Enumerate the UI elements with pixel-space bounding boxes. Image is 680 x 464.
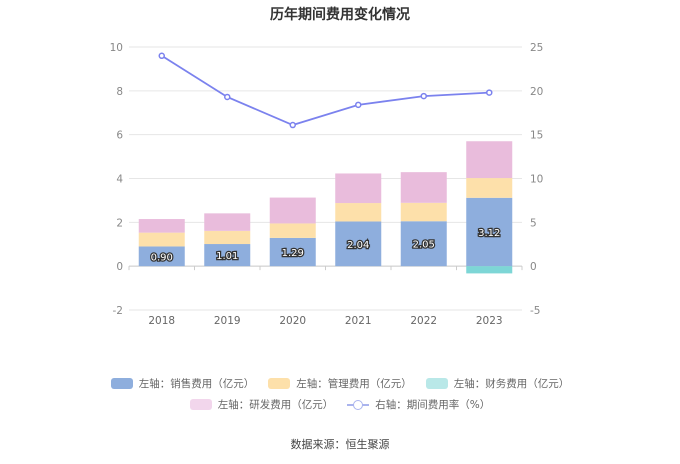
legend-label-finance: 左轴：财务费用（亿元） [453,378,570,390]
rate-point [289,121,296,129]
bar-rnd [400,172,447,203]
y-right-tick-label: 0 [530,261,537,273]
bar-admin [466,178,513,198]
legend-swatch-rnd [189,399,212,410]
legend-item-rnd[interactable]: 左轴：研发费用（亿元） [189,397,334,412]
data-label-sales: 1.01 [216,251,238,262]
y-left-tick-label: 2 [116,217,123,229]
legend-row-1: 左轴：销售费用（亿元） 左轴：管理费用（亿元） 左轴：财务费用（亿元） [0,376,680,391]
x-tick-label: 2023 [476,315,503,327]
bar-rnd [335,173,382,204]
legend-swatch-admin [268,378,291,389]
legend-item-sales[interactable]: 左轴：销售费用（亿元） [110,376,255,391]
legend-item-admin[interactable]: 左轴：管理费用（亿元） [268,376,412,391]
x-tick-label: 2021 [345,315,372,327]
rate-point [224,93,231,101]
y-left-tick-label: 8 [116,86,123,98]
x-tick-label: 2018 [148,315,175,327]
bar-rnd [138,219,185,233]
y-left-tick-label: 10 [110,42,123,54]
y-right-tick-label: -5 [530,305,540,317]
bar-admin [269,223,316,238]
bar-sales [269,237,316,267]
legend-label-rate: 右轴：期间费用率（%） [375,399,491,411]
bar-admin [138,232,185,247]
bar-rnd [269,197,316,224]
bar-rnd [466,141,513,179]
bar-sales [204,244,251,267]
x-tick-label: 2019 [214,315,241,327]
y-left-tick-label: 6 [116,130,123,142]
rate-point [486,89,493,96]
chart-title: 历年期间费用变化情况 [270,7,410,23]
bar-finance [466,266,513,274]
y-left-tick-label: 0 [116,261,123,273]
legend-item-finance[interactable]: 左轴：财务费用（亿元） [425,376,570,391]
legend-label-admin: 左轴：管理费用（亿元） [296,378,412,390]
legend-label-sales: 左轴：销售费用（亿元） [138,378,255,390]
legend-swatch-sales [110,378,133,389]
bar-sales [138,246,185,267]
y-right-tick-label: 25 [530,42,543,54]
rate-point [158,52,165,60]
data-label-sales: 2.04 [347,240,369,251]
bar-sales [335,221,382,267]
bar-admin [335,203,382,222]
bar-sales [400,221,447,267]
bar-rnd [204,213,251,231]
data-label-sales: 0.90 [151,252,173,263]
data-label-sales: 3.12 [478,228,500,239]
x-tick-label: 2020 [279,315,306,327]
y-right-tick-label: 5 [530,217,537,229]
data-source: 数据来源：恒生聚源 [290,438,390,451]
rate-point [355,101,362,109]
chart-legend: 左轴：销售费用（亿元） 左轴：管理费用（亿元） 左轴：财务费用（亿元） 左轴：研… [0,376,680,418]
rate-line [161,55,490,126]
x-tick-label: 2022 [410,315,437,327]
legend-label-rnd: 左轴：研发费用（亿元） [217,399,334,411]
y-right-tick-label: 20 [530,86,543,98]
y-left-tick-label: -2 [113,305,123,317]
legend-item-rate[interactable]: 右轴：期间费用率（%） [347,397,490,412]
data-label-sales: 1.29 [282,248,304,259]
rate-point [420,92,427,100]
bar-admin [400,202,447,222]
legend-swatch-finance [425,378,448,389]
legend-row-2: 左轴：研发费用（亿元） 右轴：期间费用率（%） [0,397,680,412]
data-label-sales: 2.05 [413,240,435,251]
bar-sales [466,197,513,267]
y-right-tick-label: 10 [530,174,543,186]
bar-admin [204,230,251,245]
y-right-tick-label: 15 [530,130,543,142]
y-left-tick-label: 4 [116,174,123,186]
legend-line-marker-icon [347,399,370,411]
